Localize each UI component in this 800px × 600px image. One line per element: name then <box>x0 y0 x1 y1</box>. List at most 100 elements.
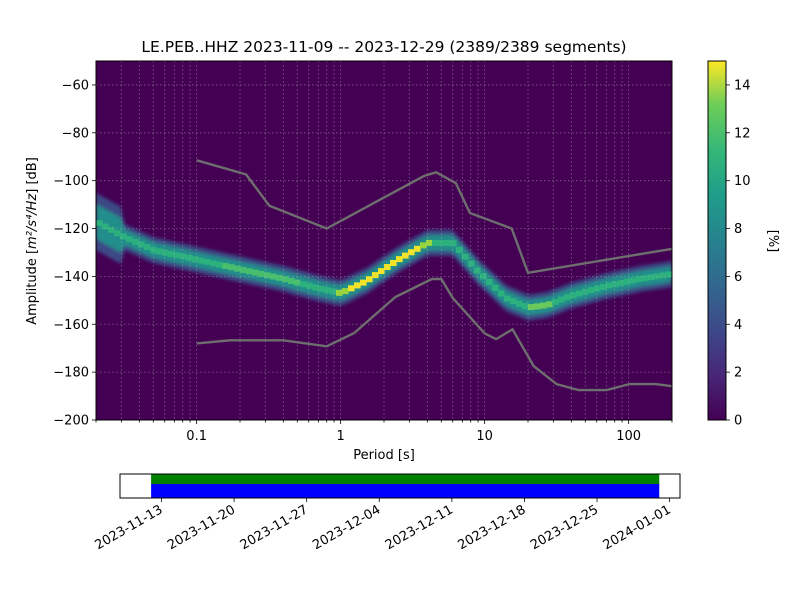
psd-core-cell <box>228 264 235 271</box>
psd-core-cell <box>336 289 343 296</box>
psd-core-cell <box>204 258 211 265</box>
psd-core-cell <box>108 226 115 233</box>
psd-core-cell <box>198 257 205 264</box>
y-axis-label: Amplitude [m²/s⁴/Hz] [dB] <box>25 157 40 325</box>
psd-core-cell <box>456 247 463 253</box>
colorbar-tick-label: 2 <box>734 366 742 381</box>
colorbar-tick-label: 4 <box>734 318 742 333</box>
psd-core-cell <box>348 285 355 292</box>
colorbar-gradient <box>707 60 727 421</box>
psd-core-cell <box>426 239 433 246</box>
psd-core-cell <box>372 272 379 279</box>
x-tick-label: 10 <box>476 429 493 444</box>
y-tick-label: −100 <box>53 174 89 189</box>
noise-model-high <box>196 159 672 274</box>
y-axis-label-main: Amplitude [ <box>25 249 40 325</box>
psd-core-cell <box>96 220 103 227</box>
psd-core-cell <box>492 284 499 291</box>
psd-band-layers <box>96 192 672 321</box>
psd-core-cell <box>660 272 667 279</box>
colorbar-tick-label: 14 <box>734 78 751 93</box>
psd-core-cell <box>126 236 133 243</box>
psd-core-cell <box>414 245 421 252</box>
psd-core-cell <box>342 288 349 295</box>
psd-core-cell <box>114 230 121 237</box>
psd-core-cell <box>360 279 367 286</box>
psd-core-cell <box>582 288 589 295</box>
psd-core-cell <box>264 272 271 279</box>
psd-core-cell <box>318 285 325 292</box>
x-tick-label: 100 <box>616 429 641 444</box>
psd-core-cell <box>276 274 283 281</box>
y-tick-label: −160 <box>53 318 89 333</box>
psd-band-layer-1 <box>96 203 672 316</box>
psd-core-cell <box>324 287 331 294</box>
psd-core-cell <box>666 271 672 278</box>
psd-core-cell <box>564 294 571 301</box>
psd-core-cell <box>132 238 139 245</box>
colorbar-ticks: 0 2 4 6 8 10 12 14 <box>726 78 751 429</box>
noise-model-low <box>196 277 672 392</box>
grid-lines <box>95 61 673 421</box>
y-tick-label: −120 <box>53 222 89 237</box>
psd-core-cell <box>570 292 577 299</box>
psd-core-cell <box>366 276 373 283</box>
psd-core-cell <box>648 274 655 281</box>
plot-background <box>96 61 672 420</box>
psd-core-cell <box>402 252 409 259</box>
psd-core-cell <box>240 266 247 273</box>
y-axis-ticks: −60 −80 −100 −120 −140 −160 −180 −200 <box>53 78 96 429</box>
time-tick-label: 2023-12-11 <box>383 502 456 553</box>
psd-core-cell <box>156 248 163 255</box>
psd-core-cell <box>516 300 523 307</box>
psd-core-cell <box>462 253 469 260</box>
psd-core-cell <box>258 270 265 277</box>
time-tick-label: 2023-12-25 <box>528 502 601 553</box>
time-tick-label: 2023-12-18 <box>456 502 529 553</box>
time-tick-label: 2023-11-20 <box>165 502 238 553</box>
psd-core-cell <box>174 252 181 259</box>
psd-core-cell <box>540 302 547 309</box>
time-tick-label: 2024-01-01 <box>601 502 674 553</box>
y-tick-label: −180 <box>53 366 89 381</box>
psd-core-cell <box>282 276 289 283</box>
psd-core-cell <box>186 255 193 261</box>
time-axis-ticks: 2023-11-13 2023-11-20 2023-11-27 2023-12-04… <box>93 498 674 553</box>
y-tick-label: −60 <box>62 78 89 93</box>
time-tick-label: 2023-12-04 <box>310 502 383 553</box>
psd-core-cell <box>450 240 457 247</box>
psd-core-cell <box>378 268 385 275</box>
time-tick-label: 2023-11-27 <box>238 502 311 553</box>
chart-title: LE.PEB..HHZ 2023-11-09 -- 2023-12-29 (23… <box>141 38 626 56</box>
coverage-bar-top <box>151 474 660 484</box>
psd-core-cell <box>306 282 313 289</box>
psd-core-cell <box>246 268 253 275</box>
psd-core-cell <box>330 288 337 295</box>
psd-core-cell <box>234 265 241 272</box>
psd-core-cell <box>552 298 559 305</box>
time-coverage: 2023-11-13 2023-11-20 2023-11-27 2023-12-04… <box>93 473 681 553</box>
psd-core-cell <box>606 282 613 289</box>
psd-core-cell <box>312 284 319 291</box>
psd-core-cell <box>486 279 493 285</box>
psd-core-cell <box>384 264 391 270</box>
psd-core-cell <box>474 267 481 274</box>
psd-core-cell <box>300 281 307 288</box>
y-tick-label: −200 <box>53 414 89 429</box>
psd-core-cell <box>438 239 445 246</box>
psd-core-cell <box>252 269 259 276</box>
psd-core-cell <box>180 253 187 260</box>
psd-core-cell <box>168 251 175 257</box>
psd-core-cell <box>600 283 607 290</box>
psd-core-cell <box>120 233 127 240</box>
psd-core-cell <box>618 279 625 286</box>
colorbar: 0 2 4 6 8 10 12 14 [%] <box>707 60 780 429</box>
psd-core-cell <box>528 304 535 311</box>
time-tick-label: 2023-11-13 <box>93 502 166 553</box>
psd-core-cell <box>558 296 565 303</box>
psd-core-cell <box>162 249 169 256</box>
colorbar-label: [%] <box>765 230 780 253</box>
psd-core-cell <box>546 301 553 308</box>
colorbar-tick-label: 12 <box>734 126 751 141</box>
